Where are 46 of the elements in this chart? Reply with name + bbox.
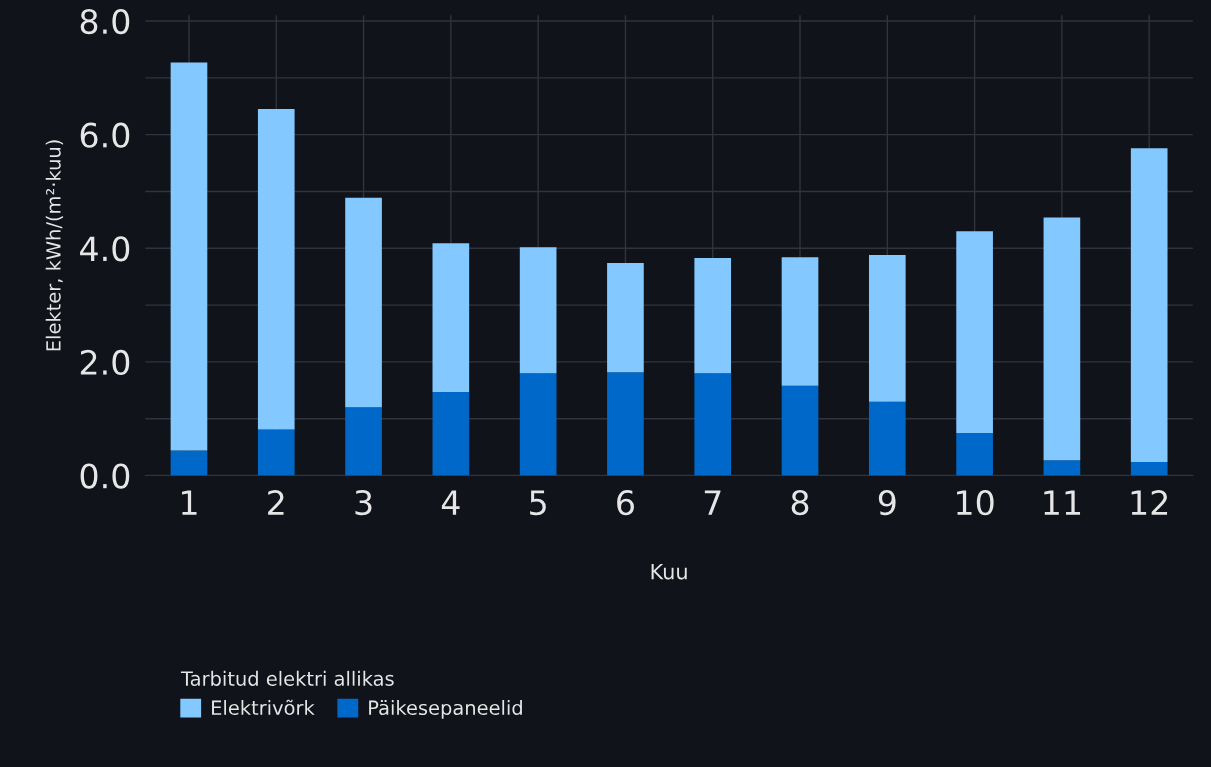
bar <box>956 432 993 476</box>
bar <box>1043 217 1081 461</box>
y-axis-title: Elekter, kWh/(m²·kuu) <box>45 140 64 351</box>
x-tick-label: 5 <box>530 490 546 516</box>
x-tick-label: 9 <box>878 490 896 516</box>
bar <box>345 197 382 408</box>
legend-label: Elektrivõrk <box>212 699 315 716</box>
bar <box>607 372 644 476</box>
bar <box>868 255 906 402</box>
x-tick-label: 11 <box>1044 490 1081 515</box>
bar <box>170 450 208 476</box>
bar <box>607 263 644 373</box>
x-tick-label: 7 <box>704 490 721 515</box>
x-tick-label: 8 <box>791 490 809 516</box>
bar <box>519 373 557 476</box>
bar <box>781 385 819 476</box>
bar <box>432 392 470 476</box>
x-tick-label: 10 <box>957 490 994 516</box>
bar <box>257 109 295 430</box>
x-tick-label: 3 <box>355 490 372 516</box>
bar <box>956 231 993 433</box>
bar <box>1130 148 1168 462</box>
x-tick-label: 1 <box>182 490 197 515</box>
bar <box>170 62 208 451</box>
y-tick-label: 0.0 <box>80 463 130 489</box>
bar <box>1130 461 1168 476</box>
bar <box>1043 460 1081 476</box>
x-axis-title: Kuu <box>651 564 687 580</box>
legend-label: Päikesepaneelid <box>369 700 522 719</box>
bar <box>432 243 470 393</box>
bar <box>519 247 557 374</box>
y-tick-label: 8.0 <box>80 8 130 35</box>
bar <box>694 373 732 476</box>
y-tick-label: 6.0 <box>80 122 130 148</box>
y-tick-label: 2.0 <box>80 349 130 376</box>
x-tick-label: 2 <box>268 490 284 515</box>
legend-title: Tarbitud elektri allikas <box>180 670 394 686</box>
x-tick-label: 6 <box>617 490 634 516</box>
x-tick-label: 12 <box>1131 490 1168 515</box>
x-tick-label: 4 <box>441 490 460 515</box>
y-tick-label: 4.0 <box>80 236 130 262</box>
bar <box>868 401 906 476</box>
bar <box>781 257 819 386</box>
bar <box>257 429 295 476</box>
bar <box>694 257 732 374</box>
bar <box>345 407 382 476</box>
